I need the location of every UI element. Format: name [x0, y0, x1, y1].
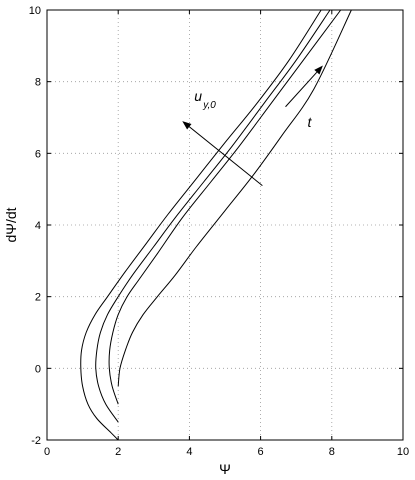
series-line-2: [95, 9, 331, 423]
annotation-arrow-line: [285, 71, 318, 108]
y-tick-label: 10: [29, 5, 41, 17]
y-tick-label: 4: [35, 220, 41, 232]
y-tick-label: 8: [35, 77, 41, 89]
annotations: uy,0 t: [182, 65, 323, 186]
y-tick-label: -2: [31, 435, 41, 447]
annotation-label: t: [308, 114, 313, 130]
grid: [47, 10, 403, 440]
annotation-arrow-line: [188, 126, 263, 186]
series-curves: [80, 9, 352, 441]
x-tick-label: 4: [186, 446, 192, 458]
series-line-1: [80, 9, 322, 441]
annotation-label: u: [194, 88, 202, 104]
x-tick-label: 6: [258, 446, 264, 458]
x-tick-label: 8: [329, 446, 335, 458]
annotation-arrow-head: [314, 65, 323, 75]
y-tick-label: 0: [35, 363, 41, 375]
annotation-arrow-head: [182, 121, 192, 130]
x-tick-label: 2: [115, 446, 121, 458]
y-axis-label: dΨ/dt: [3, 207, 19, 242]
plot-frame: [46, 9, 404, 441]
y-tick-label: 2: [35, 292, 41, 304]
series-line-3: [108, 9, 342, 405]
annotation-subscript: y,0: [202, 100, 216, 111]
x-axis-label: Ψ: [219, 461, 231, 477]
y-tick-label: 6: [35, 148, 41, 160]
x-tick-label: 10: [397, 446, 409, 458]
x-tick-label: 0: [44, 446, 50, 458]
series-line-4: [117, 9, 352, 387]
